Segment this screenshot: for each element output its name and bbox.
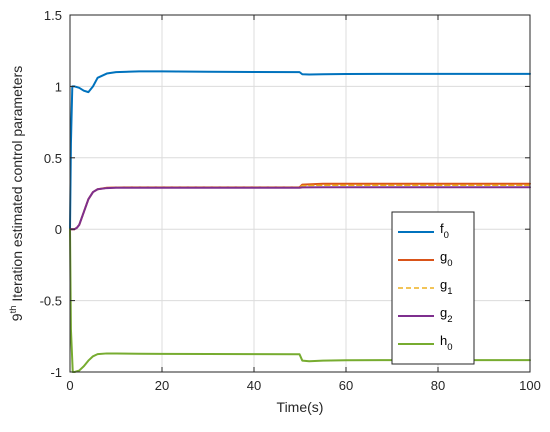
legend-label-h0: h0 [440, 333, 453, 353]
legend-label-g0: g0 [440, 249, 453, 269]
legend: f0 g0 g1 g2 h0 [391, 211, 475, 365]
x-tick-label: 0 [66, 378, 73, 393]
x-tick-label: 40 [247, 378, 261, 393]
legend-label-f0: f0 [440, 221, 449, 241]
x-tick-label: 20 [155, 378, 169, 393]
legend-label-g2: g2 [440, 305, 453, 325]
series-line-g2 [69, 186, 531, 231]
y-tick-label: 1.5 [44, 8, 62, 23]
x-tick-label: 100 [519, 378, 541, 393]
y-tick-label: 0 [55, 222, 62, 237]
y-axis-label: 9th Iteration estimated control paramete… [8, 66, 25, 321]
plot-frame [69, 14, 531, 373]
y-tick-label: -1 [50, 365, 62, 380]
ticks: 0 20 40 60 80 100 -1 -0.5 0 0.5 1 1.5 [40, 8, 541, 393]
x-tick-label: 80 [431, 378, 445, 393]
y-tick-label: 0.5 [44, 151, 62, 166]
y-tick-label: 1 [55, 79, 62, 94]
y-axis-label-superscript: th [8, 305, 19, 313]
series-line-h0 [69, 228, 531, 373]
x-axis-label: Time(s) [277, 399, 324, 415]
y-tick-label: -0.5 [40, 294, 62, 309]
x-tick-label: 60 [339, 378, 353, 393]
y-axis-label-prefix: 9 [9, 313, 25, 321]
series-line-f0 [69, 70, 531, 231]
legend-label-g1: g1 [440, 277, 453, 297]
series-layer [69, 70, 531, 373]
y-axis-label-text: Iteration estimated control parameters [9, 66, 25, 306]
